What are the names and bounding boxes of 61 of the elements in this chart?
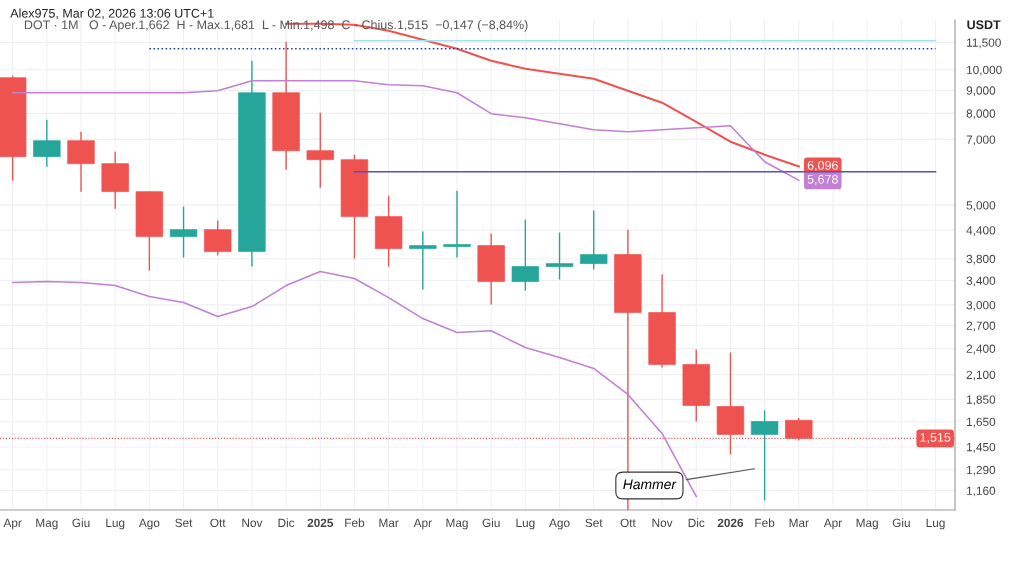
y-tick-label: 1,850 [967,395,996,406]
x-tick-label: Dic [278,518,295,527]
x-tick-label: Mag [856,518,878,530]
x-tick-label: Feb [345,518,365,527]
y-tick-label: 1,650 [967,417,996,428]
y-tick-label: 1,450 [967,442,996,453]
y-tick-label: 3,800 [966,254,996,265]
y-axis-title: USDT [967,20,1001,30]
y-tick-label: 2,100 [966,370,996,381]
y-tick-label: 2,400 [966,344,996,355]
x-tick-label: Giu [482,518,500,527]
x-tick-label: Ott [210,518,226,527]
y-tick-label: 7,000 [966,135,996,146]
candlestick [750,409,779,502]
candlestick [580,209,608,271]
x-tick-label: Apr [3,518,22,530]
y-tick-label: 9,000 [966,86,996,97]
x-tick-label: Ott [620,518,636,527]
x-tick-label: 2026 [717,518,744,527]
y-tick-label: 8,000 [966,109,996,120]
y-tick-label: 4,400 [966,226,996,236]
line-series [11,270,698,498]
data-label: 6,096 [807,160,838,172]
chart-title: Alex975, Mar 02, 2026 13:06 UTC+1 [10,8,214,20]
y-tick-label: 1,290 [967,465,996,476]
y-tick-label: 3,400 [966,276,996,287]
data-label: 5,678 [807,174,838,186]
x-tick-label: Apr [823,518,842,530]
candlestick [169,205,198,259]
ref-line-label: 1,515 [920,433,951,444]
x-tick-label: Mar [789,518,809,527]
x-tick-label: Mag [446,518,468,530]
y-tick-label: 1,160 [967,486,996,497]
x-tick-label: Ago [549,518,570,530]
y-tick-label: 5,000 [966,201,996,211]
x-tick-label: Lug [106,518,125,530]
x-tick-label: Set [585,518,603,527]
x-tick-label: Set [175,518,193,527]
y-tick-label: 10,000 [967,65,1002,76]
x-tick-label: Giu [892,518,910,527]
x-tick-label: Dic [688,518,705,527]
y-tick-label: 11,500 [967,38,1001,49]
x-tick-label: Ago [138,518,160,530]
x-tick-label: Apr [413,518,432,530]
x-tick-label: Lug [926,518,945,530]
x-tick-label: Giu [72,518,90,527]
y-tick-label: 3,000 [966,300,996,311]
x-tick-label: 2025 [307,518,334,527]
x-tick-label: Mag [36,518,58,530]
x-tick-label: Nov [242,518,263,527]
candlestick [443,189,471,259]
candlestick [545,231,574,281]
x-tick-label: Lug [516,518,535,530]
line-series [11,79,800,182]
candlestick [306,112,334,189]
candlestick [409,230,437,291]
y-tick-label: 2,700 [966,321,996,332]
x-tick-label: Feb [755,518,775,527]
x-tick-label: Nov [652,518,673,527]
annotation: Hammer [623,479,677,490]
x-tick-label: Mar [379,518,399,527]
